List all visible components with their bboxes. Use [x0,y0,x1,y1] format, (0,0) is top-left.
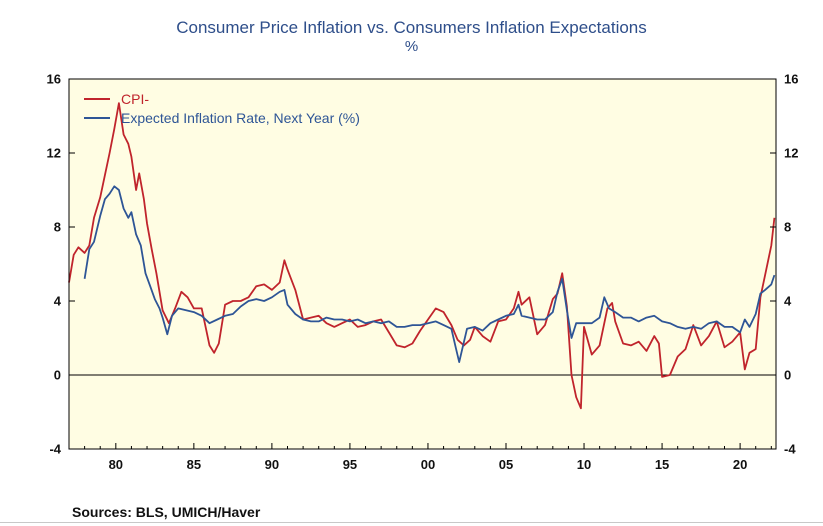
source-note: Sources: BLS, UMICH/Haver [72,504,261,520]
x-tick-label: 20 [733,457,747,472]
x-tick-label: 10 [577,457,591,472]
y-tick-label-right: 0 [784,368,791,383]
x-tick-label: 85 [187,457,201,472]
x-tick-label: 00 [421,457,435,472]
line-chart: -4 0 4 8 12 16 -4 0 4 8 12 16 80 85 90 95 00 05 10 15 20 CPI… [47,72,799,473]
x-tick-label: 90 [265,457,279,472]
y-tick-label-right: 16 [784,72,798,87]
plot-area [69,79,776,449]
y-tick-label-right: 12 [784,146,798,161]
y-tick-label-left: 8 [54,220,61,235]
legend-label-cpi: CPI- [121,91,149,107]
x-tick-label: 80 [109,457,123,472]
y-tick-label-right: -4 [784,442,796,457]
y-tick-label-left: 12 [47,146,61,161]
bottom-divider [0,522,823,523]
x-tick-label: 15 [655,457,669,472]
y-tick-label-right: 4 [784,294,792,309]
chart-subtitle: % [404,38,419,55]
chart-title: Consumer Price Inflation vs. Consumers I… [176,18,647,37]
series-line-cpi [68,102,776,410]
series-line-expected-inflation [83,185,776,364]
y-tick-label-right: 8 [784,220,791,235]
y-tick-label-left: 4 [54,294,62,309]
x-tick-label: 05 [499,457,513,472]
y-tick-label-left: 16 [47,72,61,87]
plot-frame [68,78,777,450]
x-tick-label: 95 [343,457,357,472]
y-tick-label-left: 0 [54,368,61,383]
legend-label-expected-inflation: Expected Inflation Rate, Next Year (%) [121,110,360,126]
y-tick-label-left: -4 [49,442,61,457]
